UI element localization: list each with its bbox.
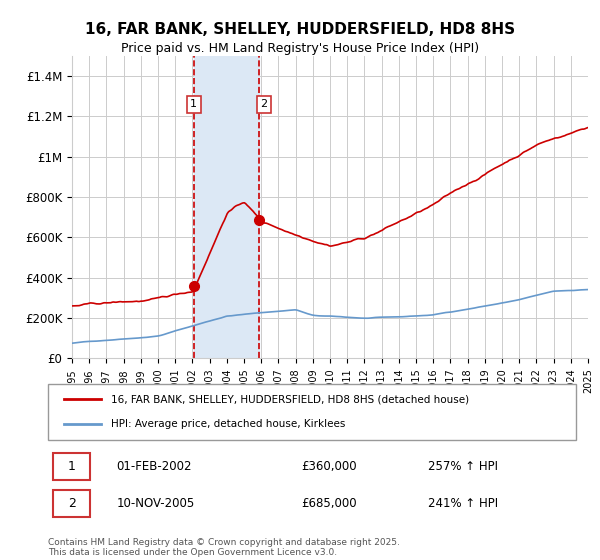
Text: 1: 1 bbox=[190, 99, 197, 109]
Text: 257% ↑ HPI: 257% ↑ HPI bbox=[428, 460, 498, 473]
Bar bbox=[194, 56, 259, 358]
Text: Contains HM Land Registry data © Crown copyright and database right 2025.
This d: Contains HM Land Registry data © Crown c… bbox=[48, 538, 400, 557]
Text: 01-FEB-2002: 01-FEB-2002 bbox=[116, 460, 192, 473]
Text: 16, FAR BANK, SHELLEY, HUDDERSFIELD, HD8 8HS: 16, FAR BANK, SHELLEY, HUDDERSFIELD, HD8… bbox=[85, 22, 515, 38]
Text: 241% ↑ HPI: 241% ↑ HPI bbox=[428, 497, 498, 510]
Text: 10-NOV-2005: 10-NOV-2005 bbox=[116, 497, 195, 510]
Text: 2: 2 bbox=[260, 99, 268, 109]
Text: £685,000: £685,000 bbox=[301, 497, 357, 510]
Text: 2: 2 bbox=[68, 497, 76, 510]
Text: 1: 1 bbox=[68, 460, 76, 473]
FancyBboxPatch shape bbox=[53, 452, 90, 480]
Text: 16, FAR BANK, SHELLEY, HUDDERSFIELD, HD8 8HS (detached house): 16, FAR BANK, SHELLEY, HUDDERSFIELD, HD8… bbox=[112, 394, 469, 404]
FancyBboxPatch shape bbox=[48, 384, 576, 440]
Text: HPI: Average price, detached house, Kirklees: HPI: Average price, detached house, Kirk… bbox=[112, 419, 346, 429]
Text: Price paid vs. HM Land Registry's House Price Index (HPI): Price paid vs. HM Land Registry's House … bbox=[121, 42, 479, 55]
FancyBboxPatch shape bbox=[53, 489, 90, 517]
Text: £360,000: £360,000 bbox=[301, 460, 357, 473]
